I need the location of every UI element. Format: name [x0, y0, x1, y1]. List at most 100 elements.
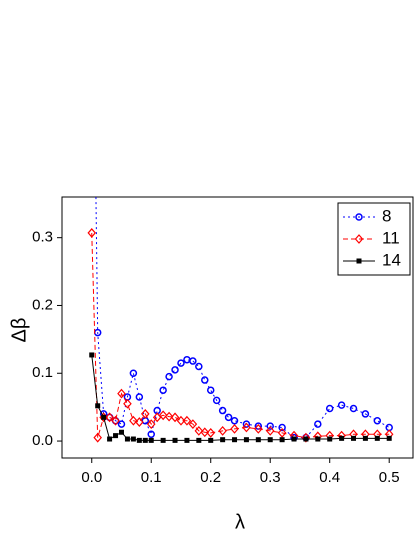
marker: [135, 417, 144, 427]
marker: [230, 416, 239, 425]
x-tick-label: 0.5: [379, 469, 400, 486]
marker: [184, 437, 190, 443]
marker: [206, 428, 216, 438]
y-tick-label: 0.0: [32, 432, 53, 449]
marker: [267, 437, 273, 443]
marker: [117, 420, 126, 428]
marker: [291, 436, 297, 442]
marker: [224, 413, 233, 422]
marker: [189, 357, 197, 365]
y-tick-label: 0.1: [32, 364, 53, 381]
marker: [129, 369, 138, 378]
y-axis-label: Δβ: [8, 318, 30, 343]
marker: [164, 411, 174, 422]
marker: [356, 258, 362, 264]
marker: [158, 410, 168, 421]
marker: [200, 427, 210, 438]
marker: [194, 425, 204, 436]
marker: [277, 428, 287, 438]
marker: [165, 372, 173, 381]
marker: [337, 401, 346, 409]
marker: [123, 398, 132, 409]
marker: [136, 437, 142, 443]
marker: [354, 234, 364, 244]
marker: [212, 396, 221, 405]
x-tick-label: 0.0: [81, 469, 102, 486]
marker: [201, 376, 209, 384]
marker: [232, 437, 238, 443]
legend-box: [337, 202, 411, 276]
x-tick-label: 0.2: [200, 469, 221, 486]
marker: [171, 366, 179, 374]
marker: [170, 412, 180, 423]
marker: [243, 437, 249, 443]
marker: [325, 404, 334, 413]
marker: [327, 436, 333, 442]
marker: [265, 425, 275, 436]
marker: [349, 404, 358, 413]
marker: [373, 416, 382, 425]
marker: [147, 430, 155, 439]
legend-label: 8: [382, 206, 391, 225]
marker: [218, 425, 227, 436]
marker: [113, 433, 119, 439]
marker: [196, 437, 202, 443]
plot-frame: [61, 196, 414, 459]
marker: [159, 386, 167, 394]
marker: [355, 213, 363, 221]
marker: [254, 423, 263, 434]
marker: [160, 437, 166, 443]
marker: [107, 436, 113, 442]
marker: [92, 99, 98, 105]
marker: [135, 393, 144, 401]
x-tick-label: 0.4: [319, 469, 340, 486]
marker: [188, 419, 198, 430]
marker: [206, 386, 215, 394]
marker: [129, 415, 138, 426]
marker: [118, 429, 124, 435]
marker: [362, 435, 368, 441]
marker: [148, 437, 154, 443]
marker: [130, 436, 136, 442]
series-line: [91, 232, 390, 439]
marker: [142, 437, 148, 443]
marker: [278, 423, 286, 432]
marker: [374, 435, 380, 441]
marker: [315, 436, 321, 442]
marker: [140, 409, 150, 419]
x-axis-label: λ: [235, 511, 245, 533]
marker: [117, 388, 126, 399]
y-tick-label: 0.2: [32, 296, 53, 313]
marker: [266, 422, 274, 430]
marker: [230, 423, 239, 434]
legend-label: 11: [382, 228, 400, 247]
marker: [182, 415, 192, 426]
x-tick-label: 0.1: [141, 469, 162, 486]
x-tick-label: 0.3: [260, 469, 281, 486]
marker: [242, 422, 251, 433]
marker: [101, 414, 107, 420]
series-line: [95, 197, 390, 439]
marker: [195, 362, 203, 371]
marker: [87, 228, 97, 238]
marker: [218, 406, 227, 415]
marker: [111, 415, 120, 426]
marker: [386, 435, 392, 441]
marker: [124, 436, 130, 442]
marker: [279, 437, 285, 443]
marker: [172, 437, 178, 443]
marker: [220, 437, 226, 443]
marker: [339, 435, 345, 441]
marker: [146, 419, 156, 430]
marker: [177, 359, 185, 367]
marker: [303, 436, 309, 442]
marker: [105, 412, 114, 423]
marker: [314, 420, 322, 428]
marker: [361, 410, 370, 418]
marker: [351, 435, 357, 441]
marker: [255, 437, 261, 443]
marker: [301, 432, 311, 443]
marker: [95, 403, 101, 409]
marker: [208, 437, 214, 443]
